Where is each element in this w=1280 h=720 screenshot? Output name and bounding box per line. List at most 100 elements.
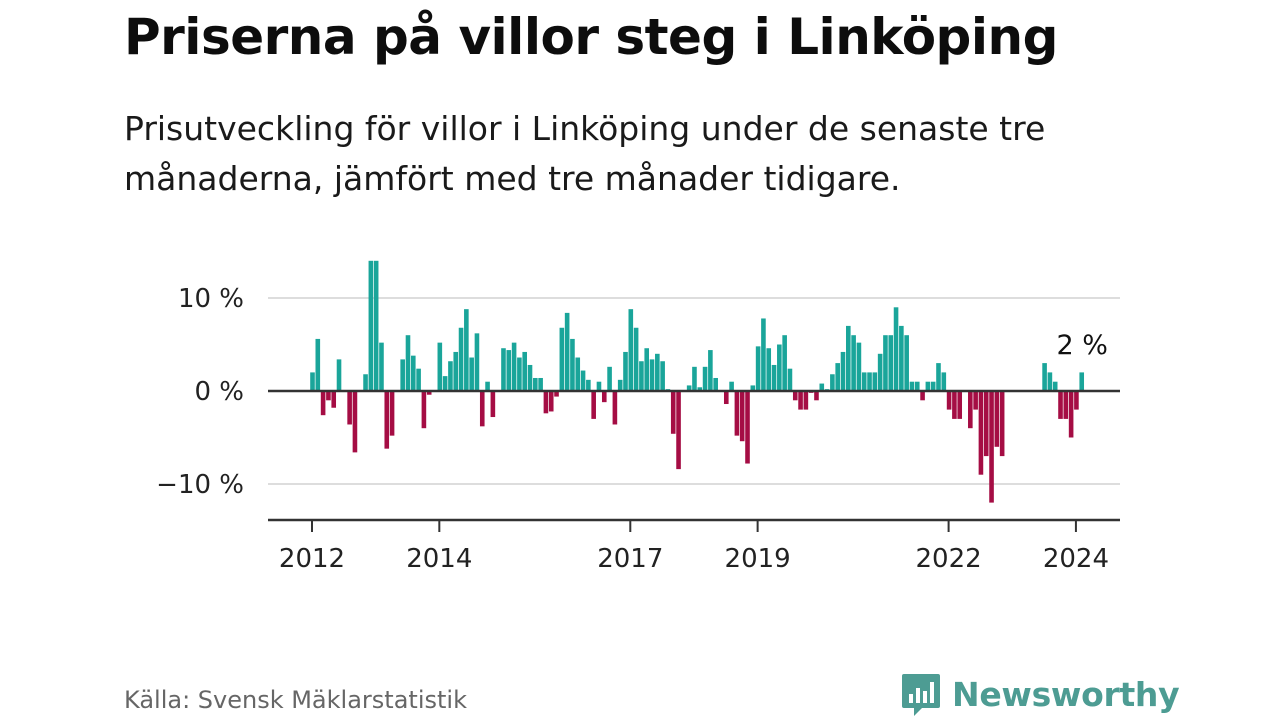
y-tick-label: 0 % [194, 377, 244, 407]
bar [437, 342, 443, 391]
bar [692, 366, 697, 391]
bar [336, 359, 342, 391]
bar [994, 391, 1000, 447]
bar [554, 391, 559, 397]
brand-name: Newsworthy [952, 674, 1180, 714]
bar [968, 391, 973, 429]
bar [920, 391, 925, 401]
bar [835, 363, 840, 391]
bar [612, 391, 618, 425]
bar [591, 391, 596, 419]
bar [644, 348, 650, 391]
bar [686, 385, 692, 391]
bar [1042, 363, 1047, 391]
bar [697, 387, 703, 391]
bar [479, 391, 485, 427]
bar [936, 363, 941, 391]
bar [925, 381, 931, 391]
bar [310, 372, 315, 391]
bar [782, 335, 787, 391]
gridlines [268, 297, 1120, 485]
x-tick-label: 2017 [597, 544, 663, 574]
bar [899, 325, 904, 391]
bar [867, 372, 872, 391]
bar [702, 366, 708, 391]
bar [522, 351, 527, 391]
bar [617, 379, 623, 391]
y-tick-label: 10 % [178, 284, 244, 314]
bar [777, 344, 782, 391]
bar [739, 391, 745, 442]
bar [888, 335, 894, 391]
bar [983, 391, 989, 457]
bar [331, 391, 337, 408]
bar [819, 383, 825, 391]
bar [426, 391, 432, 395]
bar [442, 376, 448, 391]
bar [1074, 391, 1079, 410]
bar [856, 342, 862, 391]
bar [904, 335, 909, 391]
bar [368, 260, 374, 391]
bar [840, 351, 846, 391]
bar [893, 307, 899, 391]
last-value-label: 2 % [1057, 330, 1108, 361]
bar [511, 342, 517, 391]
bar [734, 391, 740, 436]
bar [601, 391, 607, 403]
bar [458, 327, 464, 391]
bar [1047, 372, 1053, 391]
bar [320, 391, 326, 416]
bar [846, 325, 851, 391]
bar [548, 391, 554, 412]
bar [713, 377, 718, 391]
bar [533, 377, 538, 391]
bar [389, 391, 395, 436]
bar [909, 381, 915, 391]
bar [464, 309, 469, 391]
bar [347, 391, 352, 425]
bar [474, 333, 480, 391]
bar [1063, 391, 1069, 419]
x-tick-label: 2024 [1043, 544, 1109, 574]
bar [559, 327, 565, 391]
bar [872, 372, 878, 391]
bar [379, 342, 384, 391]
bar [750, 385, 756, 391]
bar [729, 381, 734, 391]
bar [596, 381, 602, 391]
bar [639, 361, 644, 391]
bar [978, 391, 984, 475]
bar [792, 391, 798, 401]
bar [787, 368, 793, 391]
bar [469, 357, 474, 391]
bar [999, 391, 1005, 457]
bar [755, 346, 761, 391]
x-tick-label: 2019 [725, 544, 791, 574]
bar [861, 372, 867, 391]
bar [1052, 381, 1058, 391]
bar [506, 350, 512, 391]
bar [315, 338, 321, 391]
bar [490, 391, 496, 418]
bar [941, 372, 947, 391]
bar [814, 391, 819, 401]
bar [973, 391, 978, 410]
bar [660, 361, 665, 391]
newsworthy-logo-icon [902, 674, 940, 716]
bar [798, 391, 803, 410]
bar [957, 391, 963, 419]
brand-logo: Newsworthy [900, 670, 1180, 718]
bar [607, 366, 612, 391]
bar [877, 353, 883, 391]
bar [326, 391, 331, 401]
bar [570, 338, 575, 391]
bar [649, 359, 655, 391]
bar [352, 391, 358, 453]
bar [946, 391, 952, 410]
bar [405, 335, 411, 391]
bar [851, 335, 856, 391]
bar [538, 377, 543, 391]
bar [628, 309, 634, 391]
bar [384, 391, 390, 449]
